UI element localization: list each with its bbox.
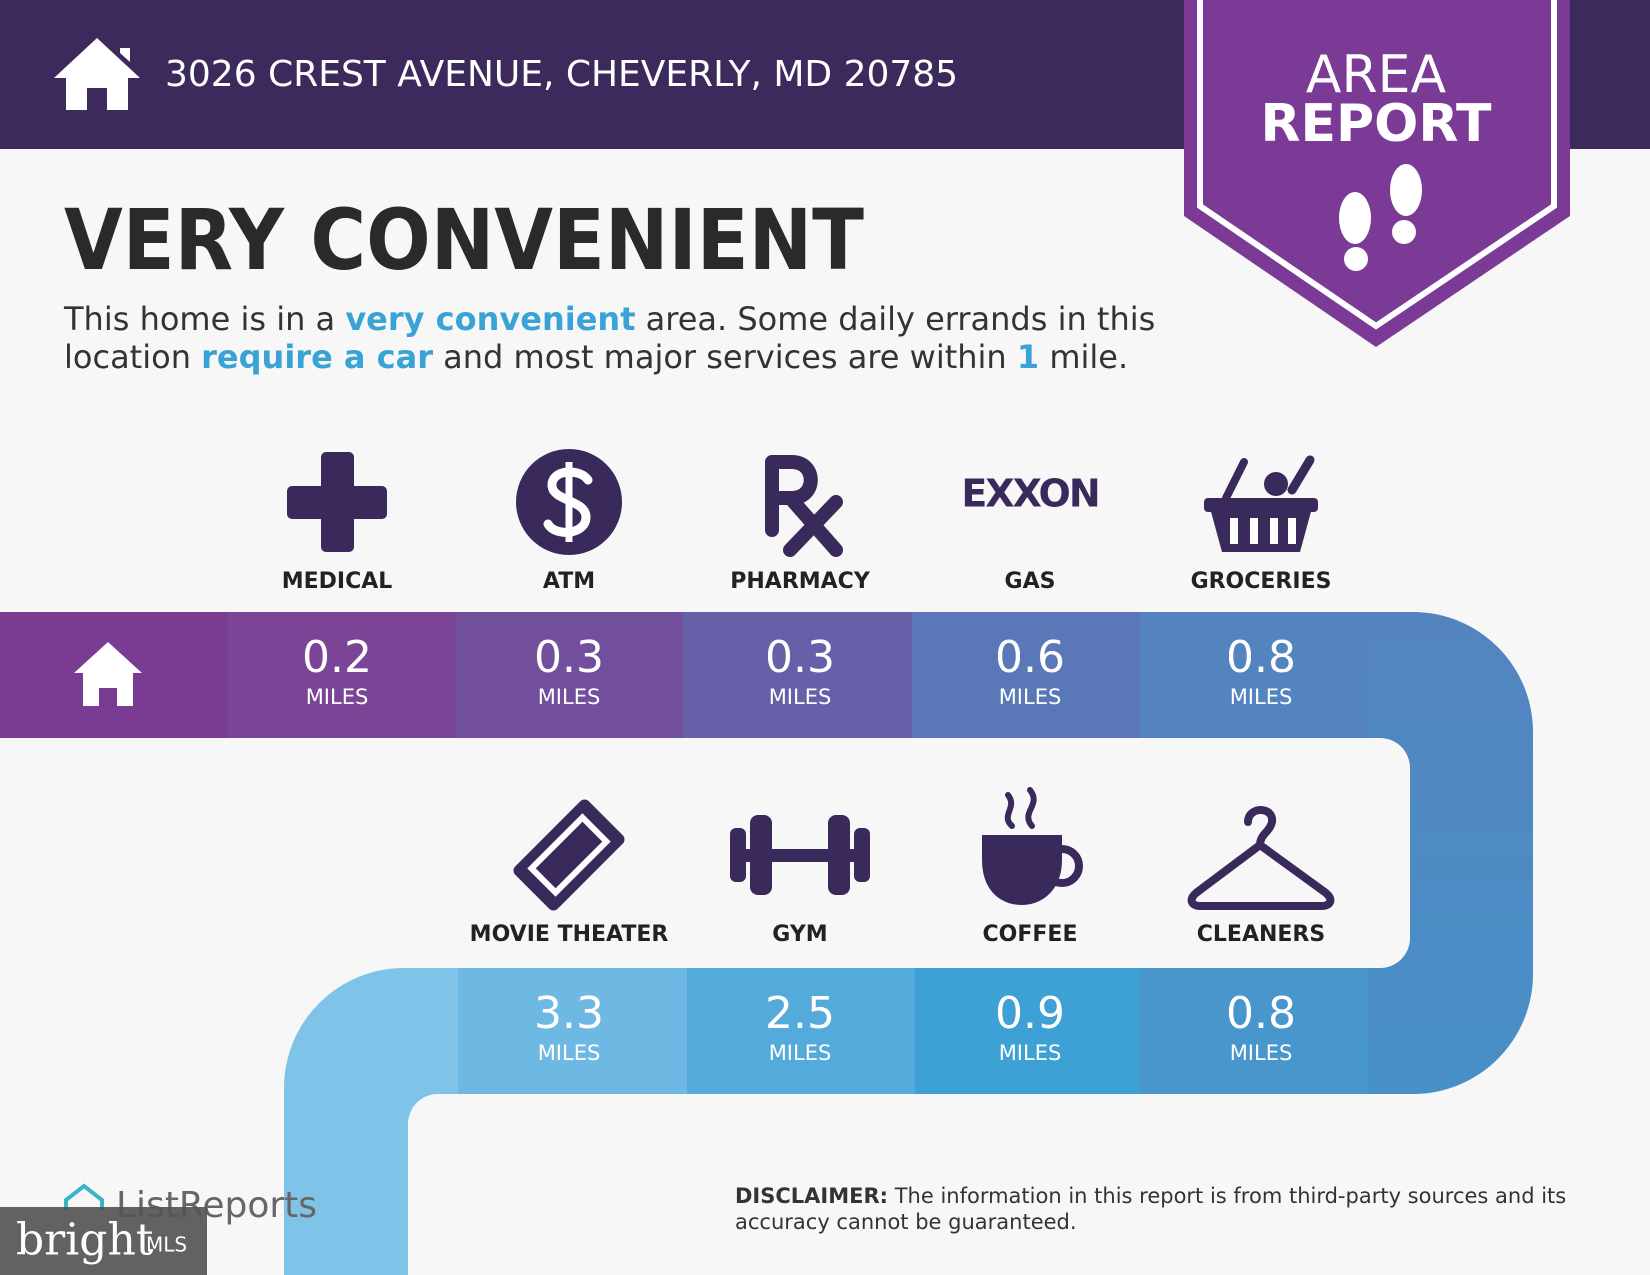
home-icon xyxy=(74,642,142,706)
description-line: location require a car and most major se… xyxy=(64,338,1128,376)
description-line: This home is in a very convenient area. … xyxy=(63,300,1155,338)
distance-segment xyxy=(458,968,687,1094)
distance-unit: MILES xyxy=(538,685,601,709)
highlight: very convenient xyxy=(345,300,635,338)
distance: 3.3 xyxy=(534,988,604,1039)
distance: 2.5 xyxy=(765,988,835,1039)
distance-segment xyxy=(915,968,1140,1094)
address: 3026 CREST AVENUE, CHEVERLY, MD 20785 xyxy=(165,54,958,95)
distance-unit: MILES xyxy=(1230,685,1293,709)
distance-unit: MILES xyxy=(306,685,369,709)
distance: 0.8 xyxy=(1226,632,1296,683)
path-band xyxy=(284,968,470,1275)
badge-line: AREA xyxy=(1306,45,1447,105)
distance-segment xyxy=(228,612,455,738)
distance: 0.3 xyxy=(534,632,604,683)
description-text: area. Some daily errands in this xyxy=(635,300,1155,338)
disclaimer-text: The information in this report is from t… xyxy=(888,1184,1566,1208)
highlight: require a car xyxy=(201,338,433,376)
segments xyxy=(228,612,1368,1094)
distance-segment xyxy=(1140,968,1368,1094)
gas-brand: EXXON xyxy=(961,472,1098,516)
highlight: 1 xyxy=(1017,338,1039,376)
amenity-label: CLEANERS xyxy=(1197,922,1325,947)
amenity-label: MOVIE THEATER xyxy=(470,922,669,947)
distance-unit: MILES xyxy=(769,1041,832,1065)
atm-icon xyxy=(516,449,622,555)
cleaners-icon xyxy=(1187,806,1335,910)
distance-segment xyxy=(1140,612,1368,738)
watermark-box xyxy=(0,1207,207,1275)
gym-icon xyxy=(730,815,870,895)
movie-icon xyxy=(513,799,625,911)
distance: 0.2 xyxy=(302,632,372,683)
distance-unit: MILES xyxy=(999,1041,1062,1065)
coffee-icon xyxy=(982,787,1083,905)
badge-outline xyxy=(1197,0,1557,330)
distance-segment xyxy=(912,612,1140,738)
watermark: bright xyxy=(16,1215,154,1266)
amenity-label: GROCERIES xyxy=(1191,569,1332,594)
amenities: MEDICAL0.2MILESATM0.3MILESPHARMACY0.3MIL… xyxy=(282,569,1332,1065)
distance-unit: MILES xyxy=(538,1041,601,1065)
distance: 0.9 xyxy=(995,988,1065,1039)
description-text: location xyxy=(64,338,201,376)
description-text: mile. xyxy=(1039,338,1128,376)
home-icon xyxy=(54,38,140,110)
description-text: This home is in a xyxy=(63,300,345,338)
distance: 0.3 xyxy=(765,632,835,683)
description-text: and most major services are within xyxy=(433,338,1017,376)
distance: 0.8 xyxy=(1226,988,1296,1039)
amenity-label: COFFEE xyxy=(983,922,1078,947)
distance-segment xyxy=(683,612,912,738)
medical-icon xyxy=(287,452,387,552)
description: This home is in a very convenient area. … xyxy=(63,300,1155,376)
distance-segment xyxy=(687,968,915,1094)
footprints xyxy=(1339,164,1422,271)
disclaimer-label: DISCLAIMER: xyxy=(735,1184,888,1208)
amenity-label: MEDICAL xyxy=(282,569,393,594)
brand-logo xyxy=(64,1183,104,1210)
amenity-label: GAS xyxy=(1005,569,1056,594)
distance-segment xyxy=(455,612,683,738)
amenity-label: GYM xyxy=(772,922,827,947)
distance-unit: MILES xyxy=(769,685,832,709)
badge-line: REPORT xyxy=(1260,94,1492,154)
pharmacy-icon xyxy=(765,455,843,557)
distance-unit: MILES xyxy=(999,685,1062,709)
disclaimer-text: accuracy cannot be guaranteed. xyxy=(735,1210,1077,1234)
groceries-icon xyxy=(1204,455,1318,552)
amenity-label: PHARMACY xyxy=(730,569,871,594)
amenity-label: ATM xyxy=(543,569,595,594)
disclaimer: DISCLAIMER: The information in this repo… xyxy=(735,1184,1566,1208)
watermark-suffix: MLS xyxy=(146,1233,187,1257)
headline: VERY CONVENIENT xyxy=(64,191,864,289)
distance-unit: MILES xyxy=(1230,1041,1293,1065)
distance: 0.6 xyxy=(995,632,1065,683)
